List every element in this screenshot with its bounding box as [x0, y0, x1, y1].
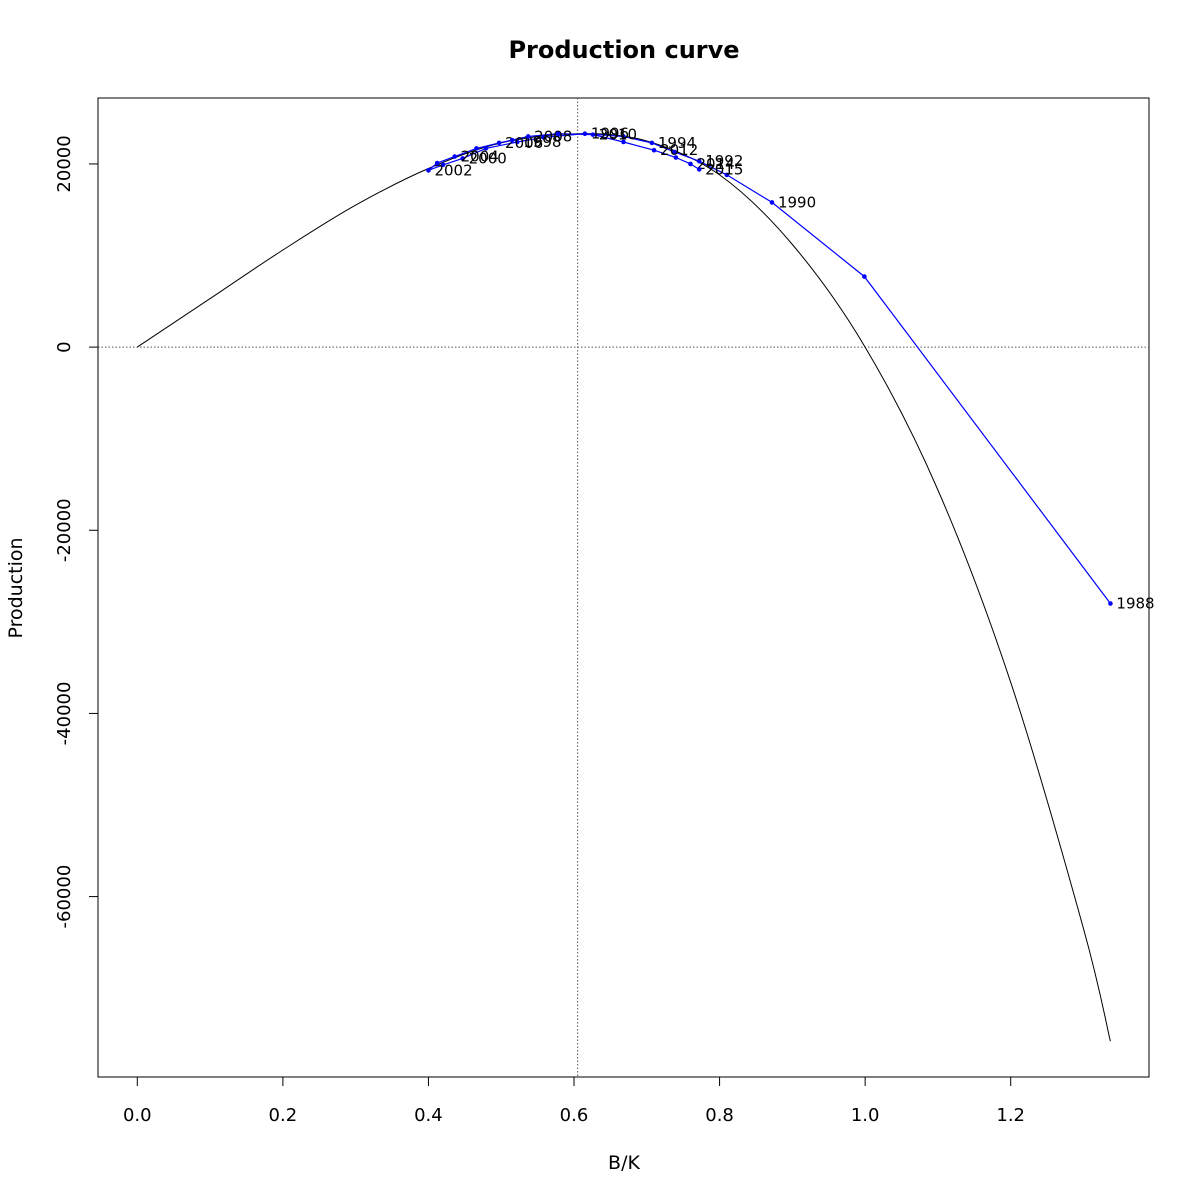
point-label: 1990 — [778, 193, 816, 211]
y-tick-label: -20000 — [54, 498, 75, 562]
data-point — [496, 140, 502, 146]
point-label: 2014 — [696, 155, 734, 173]
data-point — [696, 158, 702, 164]
plot-frame — [97, 97, 1150, 1078]
y-tick-label: -60000 — [54, 865, 75, 929]
point-label: 2004 — [461, 148, 499, 166]
data-point — [514, 139, 520, 145]
model-curve-layer — [137, 133, 1111, 1042]
model-production-curve — [137, 133, 1111, 1042]
data-point — [541, 135, 546, 140]
data-point — [434, 160, 440, 166]
data-point — [582, 131, 588, 137]
y-tick-label: 20000 — [54, 135, 75, 192]
data-point — [426, 168, 431, 173]
data-point — [769, 200, 775, 205]
data-point — [724, 172, 730, 178]
data-point — [651, 147, 657, 153]
x-axis-title: B/K — [608, 1152, 640, 1174]
x-tick-label: 0.0 — [123, 1105, 152, 1126]
series-line — [428, 133, 1111, 604]
point-label: 2010 — [599, 126, 637, 144]
data-point — [672, 149, 677, 155]
x-tick-label: 0.6 — [560, 1105, 589, 1126]
point-label: 2015 — [705, 160, 743, 178]
y-axis-title: Production — [5, 537, 27, 638]
y-axis: -60000 -40000 -20000 0 20000 — [54, 135, 99, 929]
data-point — [509, 137, 515, 143]
data-point — [525, 134, 531, 139]
data-point — [460, 156, 465, 161]
data-point — [555, 131, 561, 137]
data-point — [862, 274, 867, 279]
reference-lines — [98, 98, 1149, 1077]
data-point — [452, 154, 457, 159]
chart-title: Production curve — [508, 36, 739, 64]
data-point — [696, 167, 702, 172]
y-tick-label: 0 — [54, 341, 75, 352]
x-tick-label: 1.2 — [996, 1105, 1025, 1126]
point-label: 2006 — [505, 134, 543, 152]
point-label: 1994 — [658, 134, 696, 152]
x-tick-label: 1.0 — [851, 1105, 880, 1126]
data-point — [590, 132, 596, 137]
point-label: 2002 — [434, 161, 472, 179]
x-tick-label: 0.4 — [414, 1105, 443, 1126]
point-label: 1998 — [523, 133, 561, 151]
data-point — [440, 162, 446, 168]
data-point — [688, 161, 693, 167]
data-point — [673, 155, 679, 160]
point-label: 2008 — [534, 127, 572, 145]
x-tick-label: 0.2 — [269, 1105, 298, 1126]
x-tick-label: 0.8 — [705, 1105, 734, 1126]
point-label: 1992 — [705, 152, 743, 170]
point-label: 1988 — [1116, 595, 1154, 613]
data-point — [649, 140, 655, 146]
data-point — [621, 139, 626, 145]
point-label: 2012 — [660, 141, 698, 159]
data-point — [1108, 601, 1113, 606]
data-point — [483, 146, 489, 151]
point-label: 1996 — [591, 125, 629, 143]
point-label: 2000 — [469, 149, 507, 167]
data-point — [621, 134, 626, 139]
data-point — [474, 146, 479, 151]
x-axis: 0.0 0.2 0.4 0.6 0.8 1.0 1.2 — [123, 1076, 1025, 1126]
y-tick-label: -40000 — [54, 682, 75, 746]
